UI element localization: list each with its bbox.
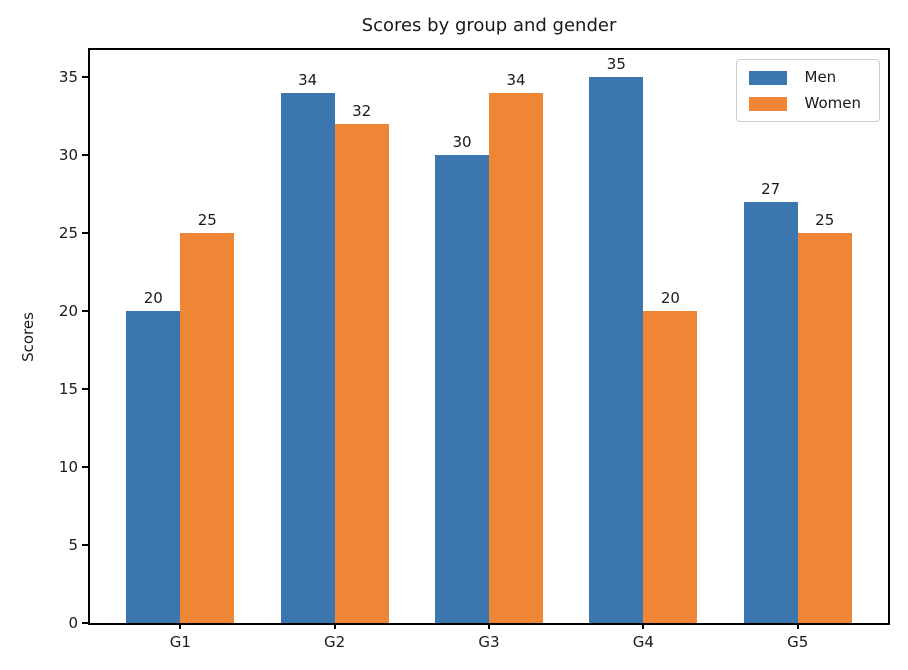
x-tick-label: G2 bbox=[324, 633, 346, 651]
bar-women-g3 bbox=[489, 92, 544, 623]
x-tick bbox=[333, 623, 336, 629]
x-tick-label: G3 bbox=[478, 633, 500, 651]
x-tick bbox=[488, 623, 490, 629]
bar-value-label: 30 bbox=[452, 133, 472, 152]
y-tick bbox=[82, 310, 88, 313]
legend-item-women: Women bbox=[748, 94, 867, 112]
bar-value-label: 25 bbox=[815, 211, 835, 230]
legend-swatch-men bbox=[748, 70, 787, 85]
bar-men-g1 bbox=[126, 311, 181, 623]
bar-men-g5 bbox=[743, 202, 798, 623]
y-tick-label: 25 bbox=[58, 224, 78, 243]
y-tick-label: 20 bbox=[58, 302, 78, 321]
bar-value-label: 25 bbox=[197, 211, 217, 230]
bar-men-g2 bbox=[280, 92, 335, 623]
plot-area: Men Women 20 25 34 32 30 34 35 20 27 25 bbox=[88, 48, 890, 625]
x-tick-label: G1 bbox=[169, 633, 191, 651]
bar-men-g3 bbox=[434, 155, 489, 623]
y-tick bbox=[82, 76, 88, 79]
bar-women-g2 bbox=[334, 124, 389, 623]
bar-women-g1 bbox=[180, 233, 235, 623]
bar-value-label: 34 bbox=[298, 70, 318, 89]
bar-value-label: 32 bbox=[352, 102, 372, 121]
bar-value-label: 20 bbox=[143, 289, 163, 308]
legend-swatch-women bbox=[748, 96, 787, 111]
legend-item-men: Men bbox=[748, 68, 867, 86]
y-tick bbox=[82, 154, 88, 157]
bar-value-label: 35 bbox=[606, 55, 626, 74]
y-tick-label: 10 bbox=[58, 458, 78, 477]
y-tick bbox=[82, 622, 88, 624]
y-tick-label: 5 bbox=[68, 536, 78, 555]
y-tick bbox=[82, 388, 88, 391]
x-tick bbox=[642, 623, 645, 629]
x-tick bbox=[179, 623, 182, 629]
y-tick bbox=[82, 466, 88, 469]
legend-label-men: Men bbox=[804, 68, 837, 86]
bar-value-label: 20 bbox=[660, 289, 680, 308]
bar-value-label: 34 bbox=[506, 70, 526, 89]
bar-women-g4 bbox=[643, 311, 698, 623]
legend: Men Women bbox=[735, 59, 880, 122]
chart-title: Scores by group and gender bbox=[361, 15, 617, 36]
y-tick bbox=[82, 544, 88, 547]
y-tick-label: 35 bbox=[58, 68, 78, 87]
x-tick bbox=[796, 623, 799, 629]
x-tick-label: G4 bbox=[632, 633, 654, 651]
bar-men-g4 bbox=[589, 77, 644, 623]
y-tick-label: 30 bbox=[58, 146, 78, 165]
x-tick-label: G5 bbox=[787, 633, 809, 651]
bar-value-label: 27 bbox=[761, 180, 781, 199]
y-tick-label: 0 bbox=[68, 614, 78, 632]
y-tick bbox=[82, 232, 88, 235]
bar-women-g5 bbox=[797, 233, 852, 623]
y-tick-label: 15 bbox=[58, 380, 78, 399]
legend-label-women: Women bbox=[804, 94, 861, 112]
